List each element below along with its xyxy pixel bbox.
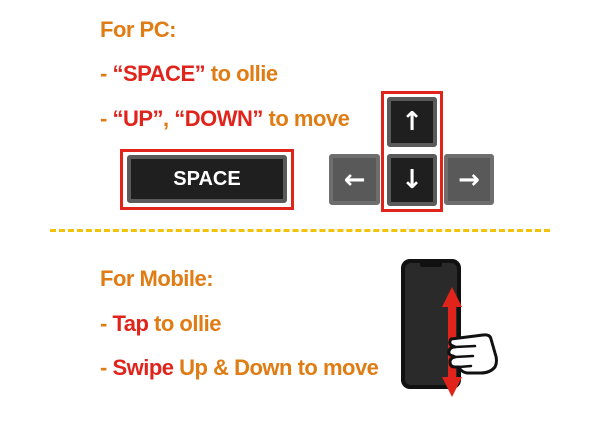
dash: - bbox=[100, 61, 113, 86]
space-key-text: “SPACE” bbox=[112, 61, 206, 86]
right-arrow-key: → bbox=[444, 154, 494, 205]
ollie-text: to ollie bbox=[148, 311, 221, 336]
section-divider bbox=[50, 229, 550, 232]
pc-instruction-ollie: - “SPACE” to ollie bbox=[100, 61, 278, 87]
up-arrow-key: ↑ bbox=[387, 97, 437, 147]
ollie-text: to ollie bbox=[205, 61, 278, 86]
down-key-text: “DOWN” bbox=[174, 106, 263, 131]
down-arrow-key: ↓ bbox=[387, 154, 437, 206]
up-down-keys-highlight bbox=[381, 91, 443, 212]
mobile-instruction-move: - Swipe Up & Down to move bbox=[100, 355, 379, 381]
dash: - bbox=[100, 311, 113, 336]
mobile-heading: For Mobile: bbox=[100, 266, 214, 291]
swipe-text: Swipe bbox=[112, 355, 174, 380]
pc-instruction-move: - “UP”, “DOWN” to move bbox=[100, 106, 350, 132]
space-key-highlight bbox=[120, 149, 294, 210]
up-arrow-icon: ↑ bbox=[401, 107, 423, 137]
space-key-label: SPACE bbox=[173, 167, 241, 190]
hand-pointer-icon bbox=[447, 333, 498, 375]
tap-text: Tap bbox=[112, 311, 149, 336]
left-arrow-key: ← bbox=[329, 154, 380, 205]
phone-icon bbox=[401, 259, 461, 389]
pc-heading: For PC: bbox=[100, 17, 176, 42]
dash: - bbox=[100, 355, 113, 380]
move-text: Up & Down to move bbox=[173, 355, 379, 380]
right-arrow-icon: → bbox=[458, 164, 480, 195]
up-key-text: “UP” bbox=[112, 106, 164, 131]
separator: , bbox=[163, 106, 175, 131]
left-arrow-icon: ← bbox=[343, 164, 366, 195]
dash: - bbox=[100, 106, 113, 131]
mobile-instruction-ollie: - Tap to ollie bbox=[100, 311, 221, 337]
down-arrow-icon: ↓ bbox=[401, 165, 423, 195]
swipe-illustration bbox=[401, 259, 498, 397]
space-key: SPACE bbox=[127, 155, 287, 203]
move-text: to move bbox=[262, 106, 350, 131]
